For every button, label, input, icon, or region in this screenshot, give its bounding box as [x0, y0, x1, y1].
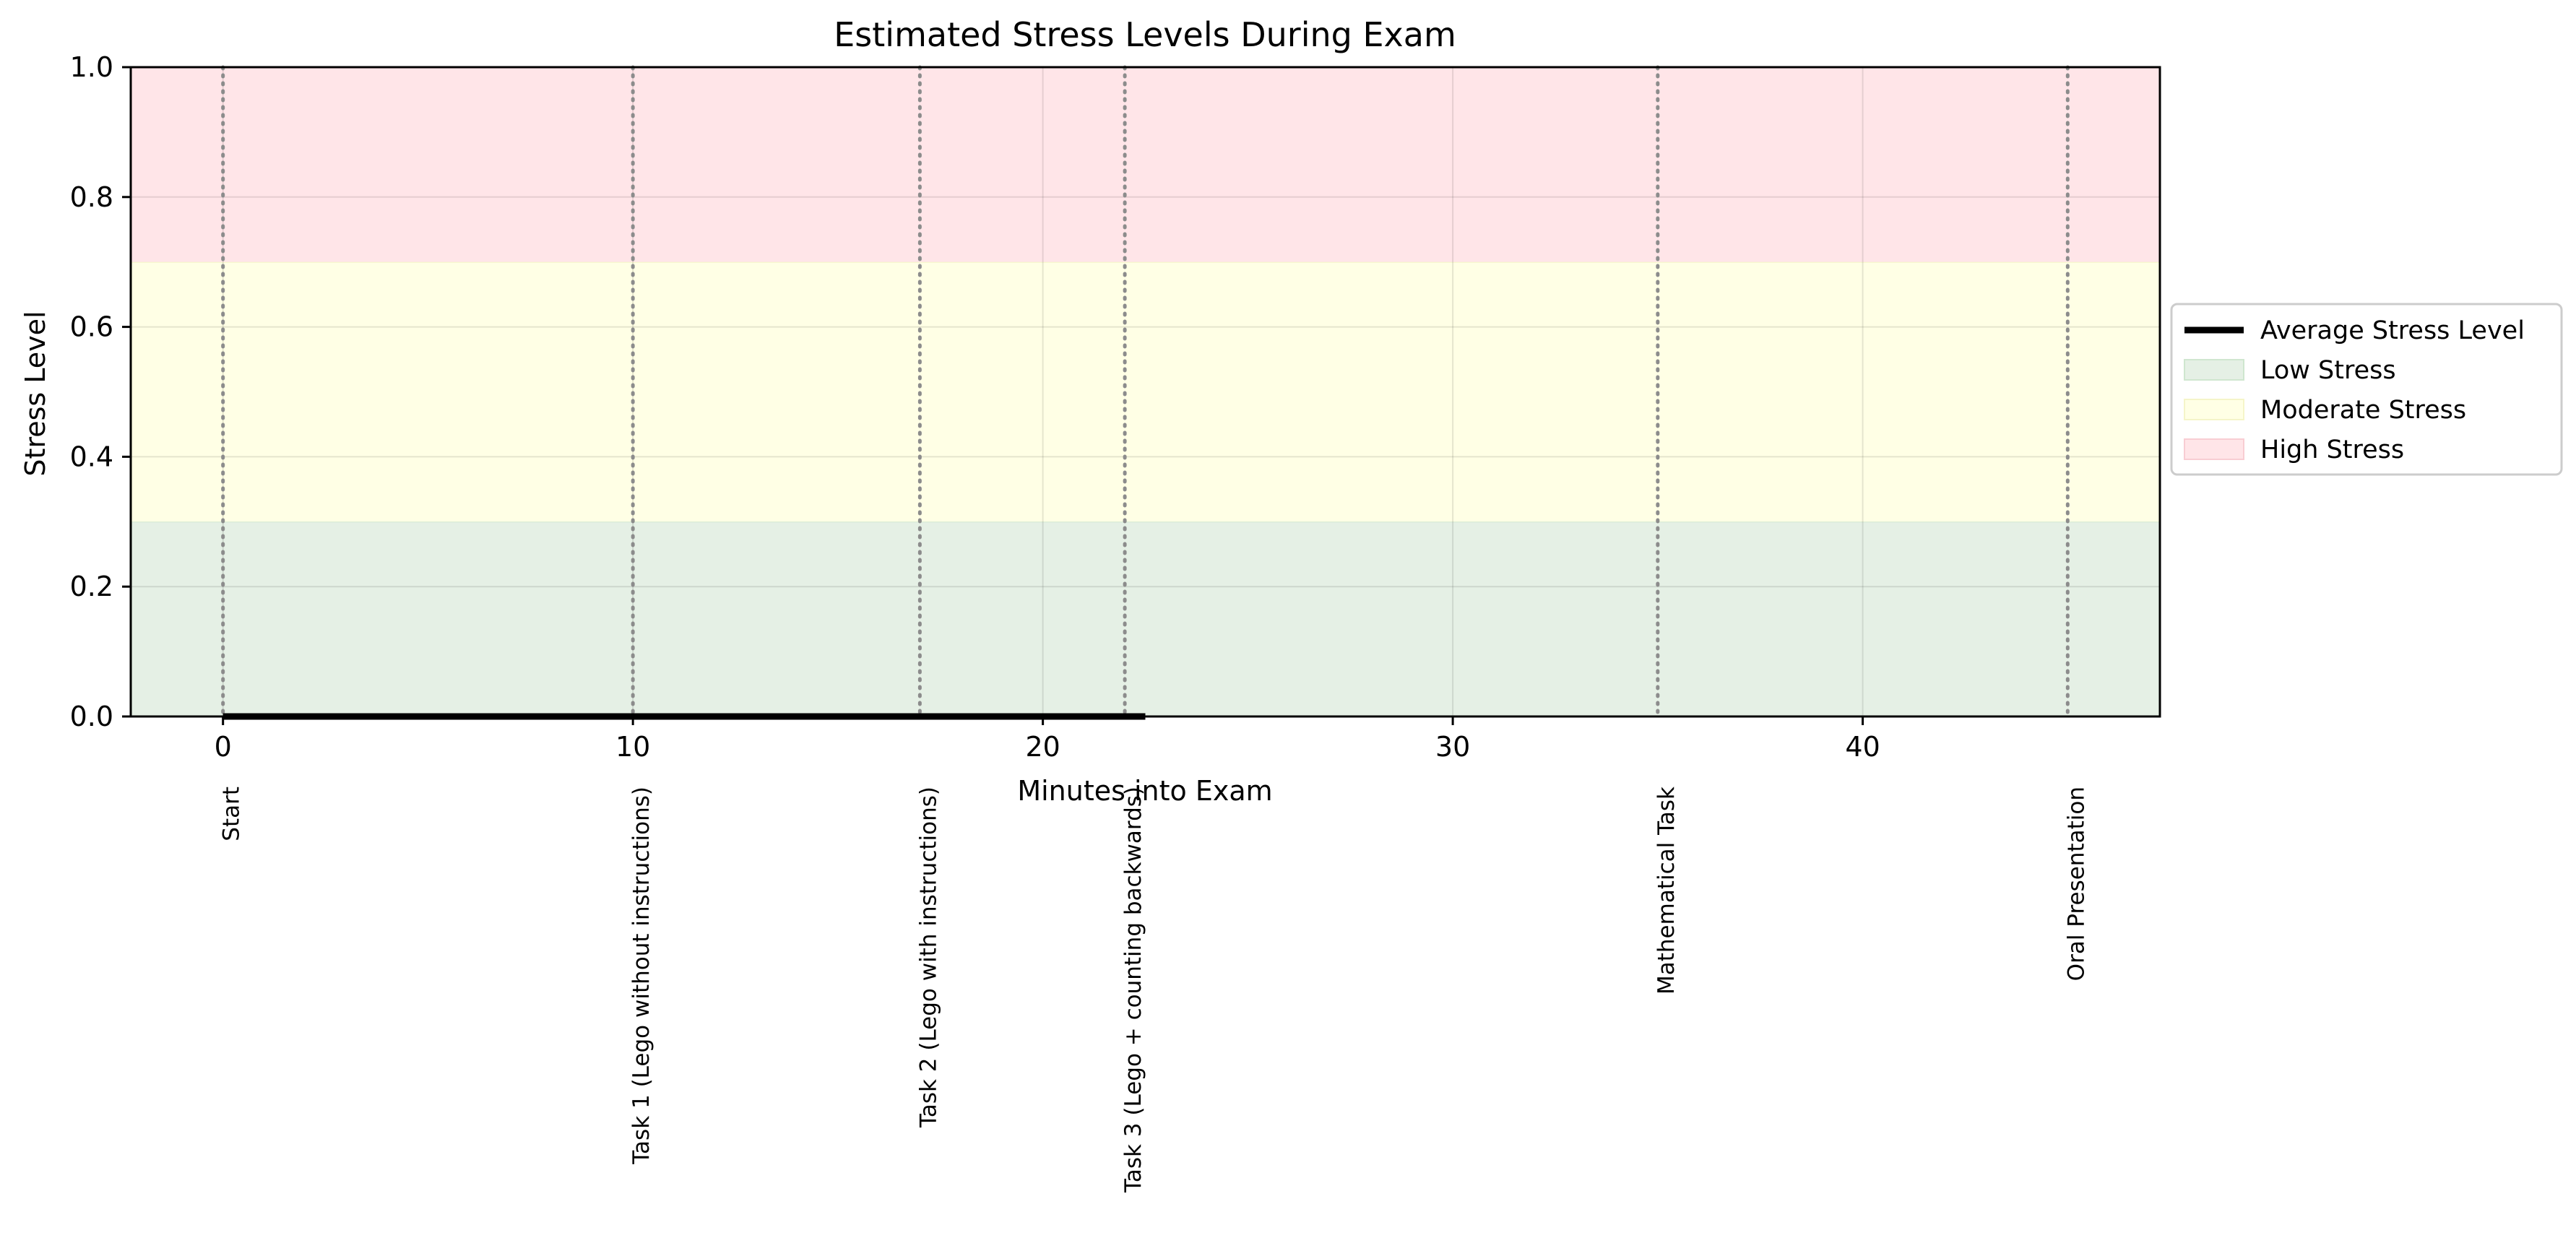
x-tick-label: 0 — [215, 731, 232, 763]
y-tick-label: 0.2 — [70, 571, 113, 602]
y-tick-label: 0.6 — [70, 311, 113, 343]
x-axis-label: Minutes into Exam — [1017, 775, 1272, 807]
event-label: Mathematical Task — [1654, 787, 1680, 995]
legend-patch-swatch — [2184, 399, 2244, 420]
event-label: Task 3 (Lego + counting backwards) — [1120, 787, 1146, 1193]
legend-patch-swatch — [2184, 359, 2244, 381]
legend-frame — [2170, 303, 2563, 476]
band-high-stress — [131, 67, 2160, 262]
stress-bands — [131, 66, 2160, 716]
x-tick-label: 20 — [1025, 731, 1060, 763]
y-tick-label: 0.4 — [70, 441, 113, 472]
chart-title: Estimated Stress Levels During Exam — [834, 15, 1456, 54]
event-label: Task 1 (Lego without instructions) — [628, 787, 654, 1165]
x-tick-label: 30 — [1435, 731, 1470, 763]
event-label: Oral Presentation — [2063, 787, 2089, 981]
legend-label: Average Stress Level — [2260, 316, 2525, 345]
band-moderate-stress — [131, 261, 2160, 522]
y-tick-label: 1.0 — [70, 51, 113, 83]
y-tick-label: 0.0 — [70, 701, 113, 732]
legend-label: Low Stress — [2260, 356, 2396, 385]
x-axis-ticks: 0 10 20 30 40 — [215, 716, 1880, 763]
band-low-stress — [131, 521, 2160, 716]
y-tick-label: 0.8 — [70, 181, 113, 213]
event-label: Start — [219, 787, 245, 841]
legend-label: Moderate Stress — [2260, 396, 2466, 425]
x-tick-label: 40 — [1845, 731, 1880, 763]
legend-patch-swatch — [2184, 438, 2244, 460]
y-axis-ticks: 0.0 0.2 0.4 0.6 0.8 1.0 — [70, 51, 131, 732]
legend-label: High Stress — [2260, 436, 2404, 464]
x-tick-label: 10 — [615, 731, 650, 763]
y-axis-label: Stress Level — [20, 311, 51, 476]
legend: Average Stress Level Low Stress Moderate S… — [2170, 303, 2563, 476]
event-markers — [221, 65, 2070, 719]
event-label: Task 2 (Lego with instructions) — [915, 787, 941, 1128]
event-labels: Start Task 1 (Lego without instructions) T… — [219, 787, 2090, 1193]
plot-frame — [129, 66, 2161, 718]
